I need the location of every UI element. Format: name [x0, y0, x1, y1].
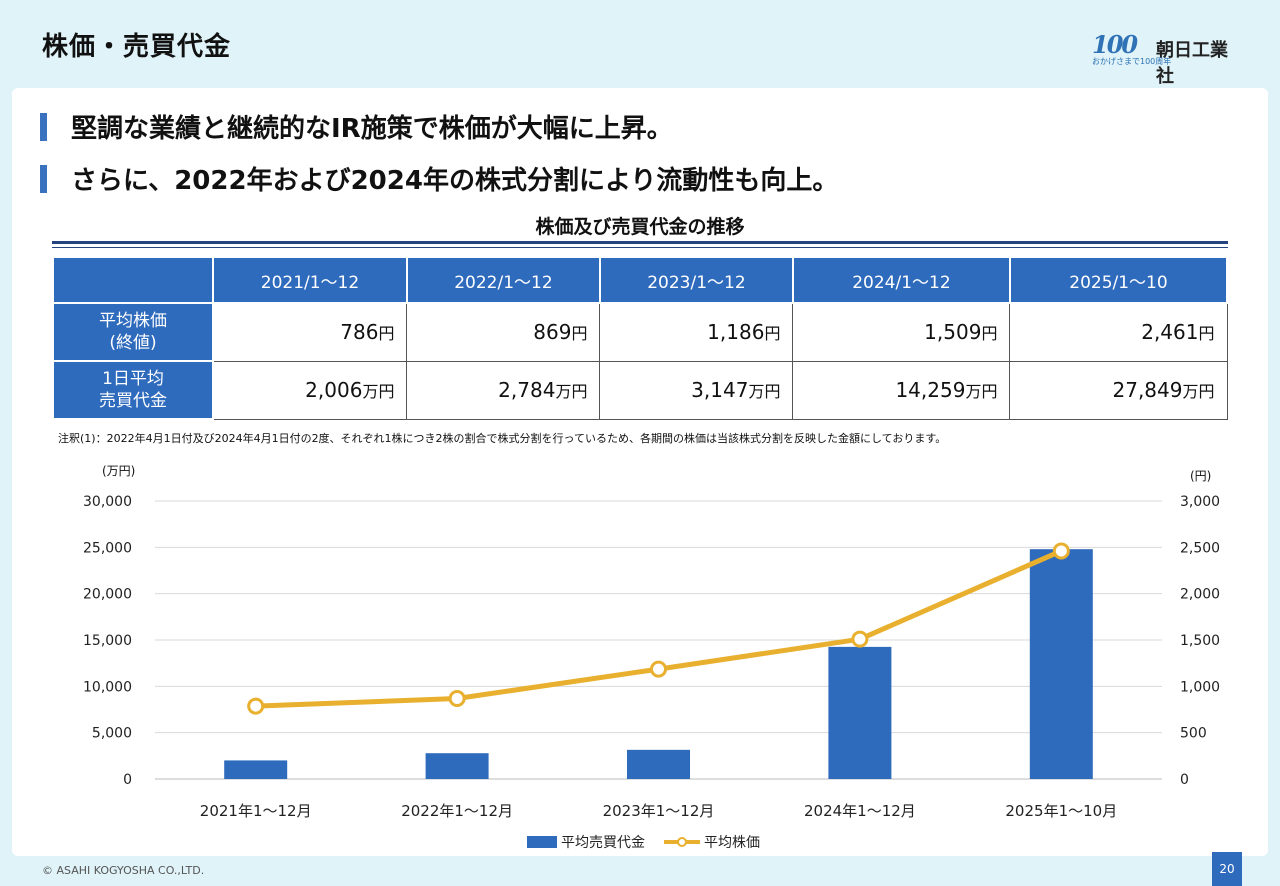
price-line — [255, 548, 1063, 709]
cell-value: 27,849 — [1112, 378, 1183, 402]
left-tick-label: 25,000 — [83, 540, 132, 556]
table-cell: 14,259万円 — [792, 360, 1011, 420]
cell-unit: 円 — [571, 324, 588, 344]
volume-bar — [1029, 549, 1093, 779]
category-label: 2023年1〜12月 — [603, 802, 715, 820]
right-tick-label: 2,500 — [1180, 540, 1220, 556]
legend-swatch-volume — [527, 836, 557, 848]
column-header: 2021/1〜12 — [212, 256, 408, 304]
row-header-line: (終値) — [109, 333, 157, 353]
cell-value: 2,006 — [305, 378, 363, 402]
table-cell: 1,509円 — [792, 302, 1011, 362]
cell-unit: 円 — [981, 324, 998, 344]
cell-value: 2,461 — [1141, 320, 1199, 345]
company-logo: 100 朝日工業社 おかげさまで100周年 — [1092, 30, 1244, 87]
cell-unit: 円 — [378, 324, 395, 344]
cell-unit: 万円 — [1182, 382, 1215, 401]
price-point — [650, 660, 667, 678]
column-header: 2024/1〜12 — [791, 256, 1011, 304]
cell-unit: 万円 — [555, 382, 588, 401]
right-axis-unit: (円) — [1190, 469, 1212, 483]
table-cell: 3,147万円 — [599, 360, 794, 420]
volume-bar — [828, 646, 892, 779]
price-point — [851, 630, 869, 648]
cell-value: 1,186 — [707, 320, 765, 345]
row-header-line: 1日平均 — [102, 369, 164, 389]
table-row-average-price: 平均株価 (終値) 786円 869円 1,186円 1,509円 2,461円 — [52, 302, 1228, 362]
table-row-daily-volume: 1日平均 売買代金 2,006万円 2,784万円 3,147万円 14,259… — [52, 360, 1228, 420]
cell-value: 14,259 — [895, 378, 966, 402]
bullet-2: さらに、2022年および2024年の株式分割により流動性も向上。 — [40, 160, 838, 197]
page-title: 株価・売買代金 — [42, 32, 232, 62]
category-label: 2025年1〜10月 — [1005, 802, 1117, 820]
right-tick-label: 3,000 — [1180, 494, 1220, 510]
right-tick-label: 500 — [1180, 726, 1207, 742]
bullet-text: さらに、2022年および2024年の株式分割により流動性も向上。 — [71, 166, 839, 196]
price-point — [1052, 542, 1070, 560]
title-rule — [52, 241, 1228, 244]
volume-bar — [224, 760, 288, 779]
row-header-line: 平均株価 — [99, 311, 167, 331]
right-tick-label: 0 — [1180, 772, 1189, 788]
left-tick-label: 15,000 — [83, 633, 132, 649]
table-corner-cell — [52, 256, 214, 304]
table-cell: 2,461円 — [1009, 302, 1228, 362]
table-header-row: 2021/1〜12 2022/1〜12 2023/1〜12 2024/1〜12 … — [52, 256, 1229, 304]
cell-value: 2,784 — [498, 378, 556, 402]
legend-label-volume: 平均売買代金 — [561, 835, 645, 851]
price-point — [448, 689, 466, 707]
logo-tagline: おかげさまで100周年 — [1092, 57, 1172, 66]
table-cell: 2,784万円 — [406, 360, 601, 420]
footnote: 注釈(1)：2022年4月1日付及び2024年4月1日付の2度、それぞれ1株につ… — [58, 432, 947, 445]
cell-unit: 円 — [764, 324, 781, 344]
cell-unit: 万円 — [965, 382, 998, 401]
bullet-text: 堅調な業績と継続的なIR施策で株価が大幅に上昇。 — [71, 114, 673, 144]
right-tick-label: 1,000 — [1180, 679, 1220, 695]
volume-bar — [627, 749, 690, 779]
logo-company-name: 朝日工業社 — [1156, 40, 1228, 87]
right-tick-label: 2,000 — [1180, 587, 1220, 603]
price-volume-table: 2021/1〜12 2022/1〜12 2023/1〜12 2024/1〜12 … — [52, 256, 1229, 420]
table-cell: 27,849万円 — [1009, 360, 1228, 420]
title-rule-thin — [52, 247, 1228, 248]
bullet-bar — [40, 164, 47, 193]
cell-unit: 万円 — [748, 382, 781, 401]
price-point — [247, 697, 265, 715]
cell-value: 3,147 — [691, 378, 749, 402]
category-label: 2021年1〜12月 — [200, 802, 312, 820]
left-tick-label: 30,000 — [83, 494, 132, 510]
row-header-line: 売買代金 — [99, 391, 167, 411]
copyright: © ASAHI KOGYOSHA CO.,LTD. — [42, 864, 205, 877]
table-cell: 786円 — [212, 302, 408, 362]
bullet-1: 堅調な業績と継続的なIR施策で株価が大幅に上昇。 — [40, 108, 673, 145]
legend-swatch-price-marker — [677, 837, 687, 847]
cell-unit: 円 — [1198, 324, 1215, 344]
legend-label-price: 平均株価 — [704, 835, 760, 851]
bullet-bar — [40, 112, 47, 141]
column-header: 2022/1〜12 — [405, 256, 601, 304]
right-tick-label: 1,500 — [1180, 633, 1220, 649]
page-number: 20 — [1212, 852, 1242, 886]
volume-bar — [425, 753, 489, 779]
table-cell: 869円 — [406, 302, 601, 362]
left-tick-label: 0 — [123, 772, 132, 788]
left-tick-label: 20,000 — [83, 587, 132, 603]
cell-value: 786 — [340, 320, 379, 345]
category-label: 2024年1〜12月 — [804, 802, 916, 820]
category-label: 2022年1〜12月 — [401, 802, 513, 820]
logo-mark: 100 — [1092, 30, 1138, 59]
column-header: 2023/1〜12 — [598, 256, 794, 304]
table-title: 株価及び売買代金の推移 — [535, 216, 745, 238]
row-header: 平均株価 (終値) — [52, 302, 214, 362]
cell-unit: 万円 — [362, 382, 395, 401]
left-tick-label: 10,000 — [83, 679, 132, 695]
left-axis-unit: (万円) — [102, 464, 136, 478]
cell-value: 1,509 — [924, 320, 982, 345]
column-header: 2025/1〜10 — [1008, 256, 1229, 304]
left-tick-label: 5,000 — [92, 726, 132, 742]
cell-value: 869 — [533, 320, 572, 345]
row-header: 1日平均 売買代金 — [52, 360, 214, 420]
